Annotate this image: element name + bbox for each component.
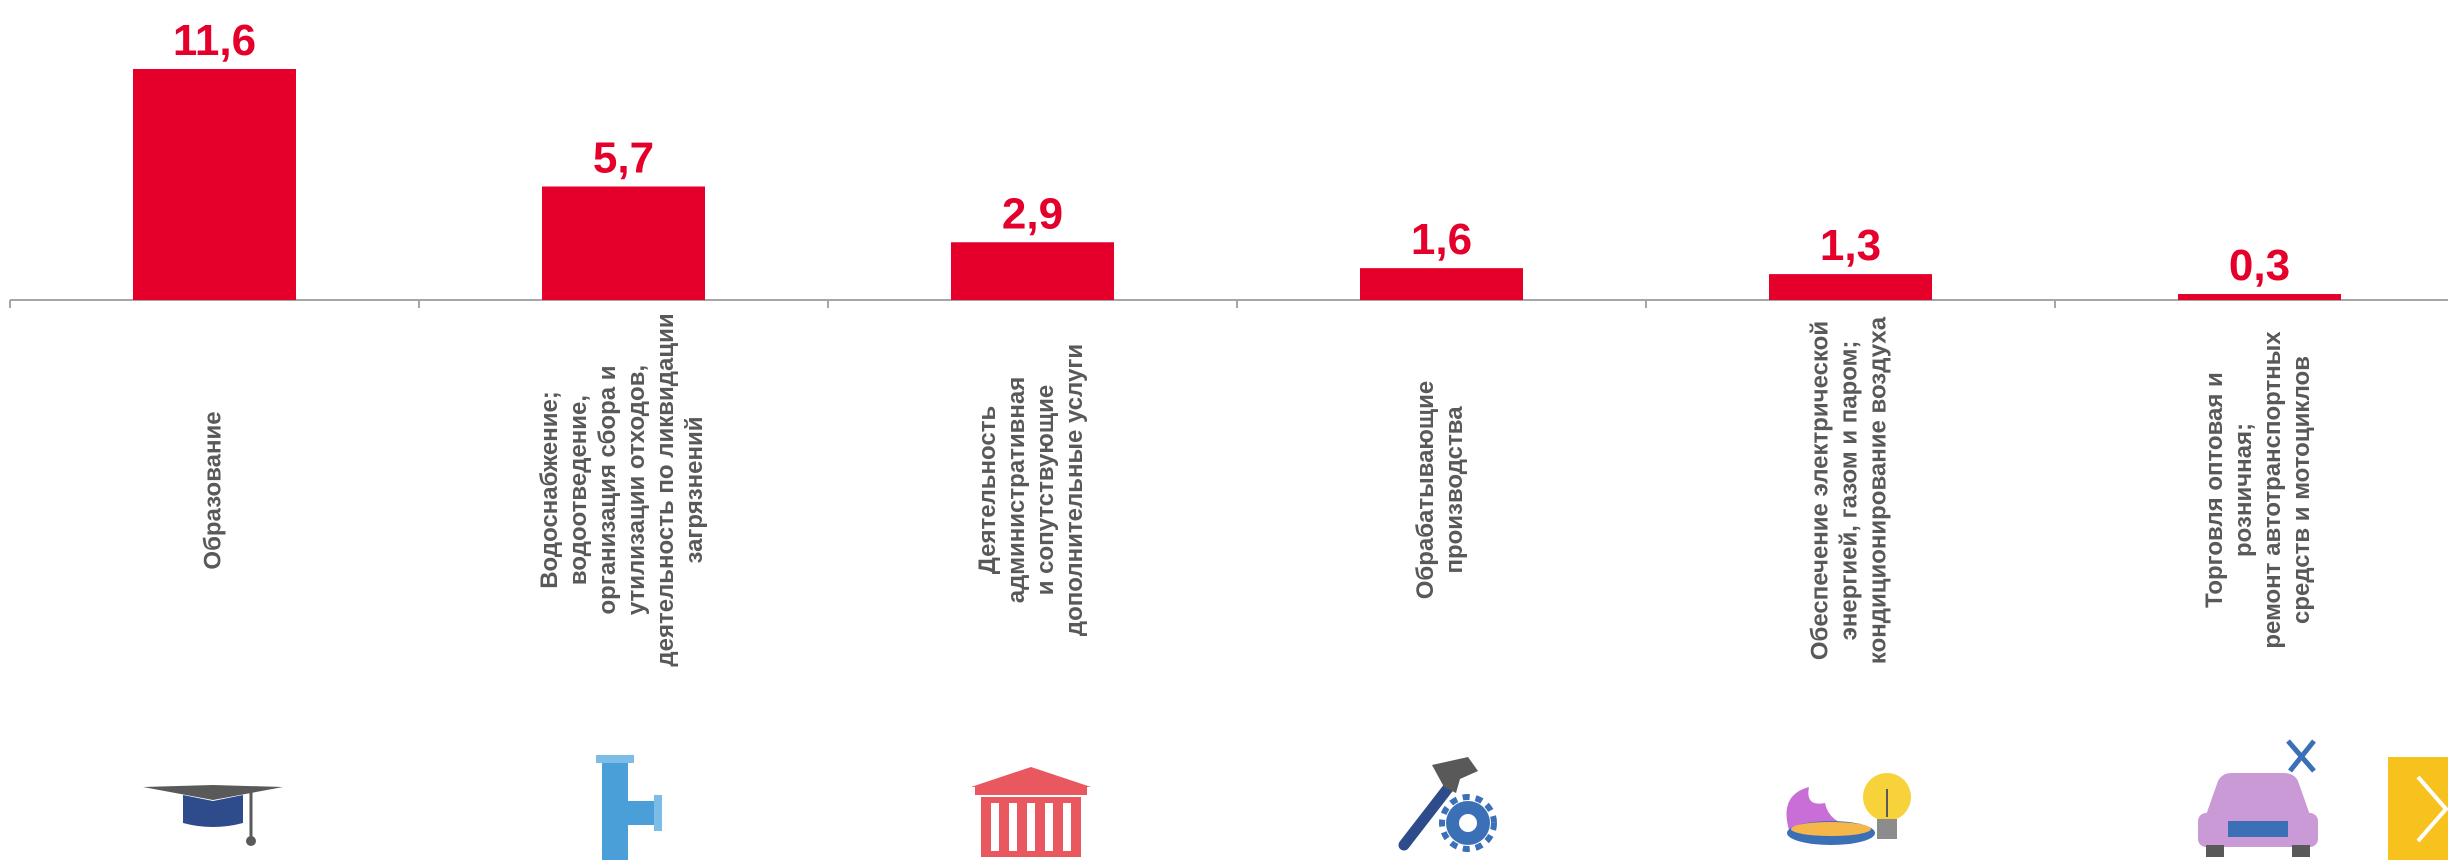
category-label: Образование — [33, 310, 393, 670]
data-label: 0,3 — [2229, 241, 2290, 290]
bar — [133, 69, 296, 300]
government-building-icon — [951, 735, 1111, 860]
bar — [542, 186, 705, 300]
water-pipe-icon — [542, 735, 702, 860]
data-label: 1,6 — [1411, 215, 1472, 264]
bar — [951, 242, 1114, 300]
data-label: 2,9 — [1002, 189, 1063, 238]
bar — [2178, 294, 2341, 300]
hammer-gear-icon — [1360, 735, 1520, 860]
category-label-text: Торговля оптовая и розничная; ремонт авт… — [2201, 331, 2315, 649]
data-label: 11,6 — [173, 16, 256, 65]
category-label: Обеспечение электрической энергией, газо… — [1669, 310, 2029, 670]
bar-chart: 11,6 5,7 2,9 1,6 1,3 0,3 — [9, 16, 2448, 308]
category-label-text: Деятельность административная и сопутств… — [974, 343, 1088, 637]
category-label: Торговля оптовая и розничная; ремонт авт… — [2078, 310, 2438, 670]
category-label-text: Обрабатывающие производства — [1412, 380, 1468, 600]
chevron-right-icon — [2416, 775, 2448, 843]
next-slide-button[interactable] — [2388, 757, 2448, 860]
data-label: 5,7 — [593, 133, 654, 182]
bar — [1360, 268, 1523, 300]
category-label-text: Водоснабжение; водоотведение, организаци… — [536, 313, 708, 667]
category-label: Обрабатывающие производства — [1260, 310, 1620, 670]
data-label: 1,3 — [1820, 221, 1881, 270]
gas-flame-lightbulb-icon — [1769, 735, 1929, 860]
bar — [1769, 274, 1932, 300]
category-label-text: Обеспечение электрической энергией, газо… — [1806, 316, 1892, 664]
graduation-cap-icon — [133, 735, 293, 860]
category-label: Деятельность административная и сопутств… — [851, 310, 1211, 670]
car-repair-icon — [2178, 735, 2338, 860]
category-label-text: Образование — [199, 410, 227, 570]
category-label: Водоснабжение; водоотведение, организаци… — [442, 310, 802, 670]
